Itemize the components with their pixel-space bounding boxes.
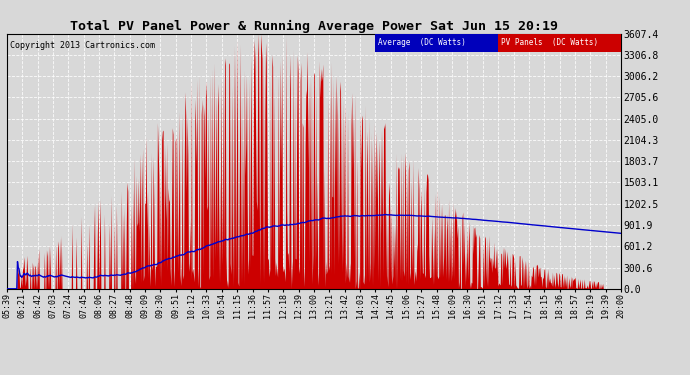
Text: Average  (DC Watts): Average (DC Watts) (378, 38, 466, 47)
Bar (498, 34, 621, 52)
Title: Total PV Panel Power & Running Average Power Sat Jun 15 20:19: Total PV Panel Power & Running Average P… (70, 20, 558, 33)
Text: PV Panels  (DC Watts): PV Panels (DC Watts) (501, 38, 598, 47)
Bar (375, 34, 498, 52)
Text: Copyright 2013 Cartronics.com: Copyright 2013 Cartronics.com (10, 41, 155, 50)
